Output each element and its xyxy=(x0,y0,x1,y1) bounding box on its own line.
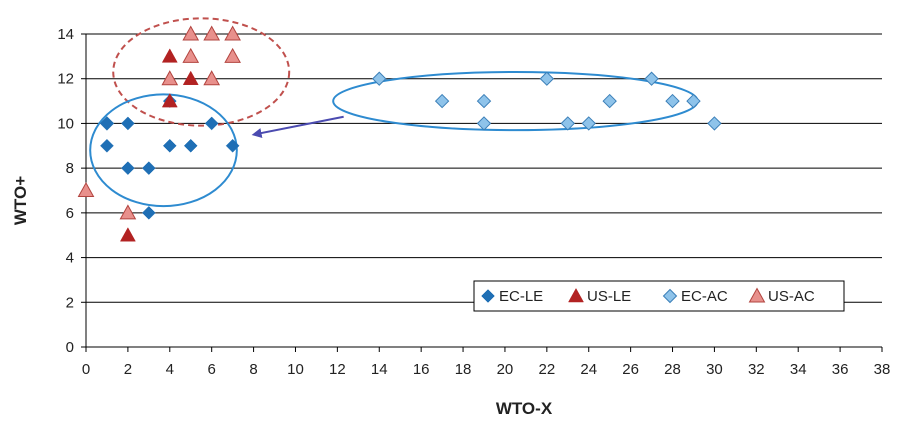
point-ec-le xyxy=(204,116,219,131)
point-ec-ac xyxy=(372,71,387,86)
annotation-ellipse xyxy=(332,71,699,132)
point-us-ac xyxy=(224,47,241,63)
point-ec-le xyxy=(100,116,114,131)
x-axis-title: WTO-X xyxy=(496,399,553,418)
x-tick-label: 32 xyxy=(748,361,765,378)
x-tick-label: 34 xyxy=(790,361,807,378)
legend-marker-ec-le xyxy=(481,289,495,303)
point-us-ac xyxy=(119,204,137,220)
y-tick-label: 14 xyxy=(57,26,74,43)
annotations xyxy=(89,17,699,208)
point-us-ac xyxy=(203,70,221,86)
x-tick-label: 14 xyxy=(371,361,388,378)
point-us-ac xyxy=(161,70,179,86)
point-ec-ac xyxy=(539,71,555,86)
point-ec-ac xyxy=(644,71,659,86)
y-axis-title: WTO+ xyxy=(11,176,30,225)
x-tick-label: 8 xyxy=(249,361,257,378)
point-ec-le xyxy=(141,161,156,175)
x-tick-label: 0 xyxy=(82,361,90,378)
x-tick-label: 12 xyxy=(329,361,346,378)
annotation-arrow xyxy=(251,115,344,138)
point-ec-ac xyxy=(476,93,492,109)
x-tick-label: 4 xyxy=(166,361,174,378)
point-ec-ac xyxy=(707,116,722,131)
y-tick-label: 6 xyxy=(66,205,74,222)
y-tick-label: 4 xyxy=(66,250,74,267)
x-tick-label: 26 xyxy=(622,361,639,378)
legend-marker-ec-ac xyxy=(662,288,678,304)
point-ec-le xyxy=(121,116,135,131)
point-us-le xyxy=(182,70,199,85)
y-tick-label: 10 xyxy=(57,115,74,132)
point-us-ac xyxy=(224,25,241,41)
x-tick-label: 28 xyxy=(664,361,681,378)
point-us-ac xyxy=(182,25,200,41)
point-us-le xyxy=(161,48,178,63)
point-ec-le xyxy=(100,138,114,153)
x-tick-label: 22 xyxy=(538,361,555,378)
point-ec-le xyxy=(225,138,240,153)
point-ec-ac xyxy=(560,116,575,131)
point-ec-le xyxy=(121,161,135,175)
x-tick-label: 20 xyxy=(497,361,514,378)
point-ec-ac xyxy=(434,93,450,109)
point-ec-ac xyxy=(686,93,701,109)
legend-marker-us-le xyxy=(568,287,584,303)
legend-label: EC-AC xyxy=(681,288,728,305)
legend: EC-LE US-LE EC-AC US-AC xyxy=(473,280,845,312)
point-us-le xyxy=(161,93,178,108)
point-us-ac xyxy=(182,47,200,63)
x-tick-label: 10 xyxy=(287,361,304,378)
x-tick-label: 16 xyxy=(413,361,430,378)
x-tick-label: 2 xyxy=(124,361,132,378)
y-tick-label: 12 xyxy=(57,71,74,88)
y-tick-label: 2 xyxy=(66,294,74,311)
annotation-ellipse-dashed xyxy=(112,17,291,127)
y-tick-label: 8 xyxy=(66,160,74,177)
legend-label: US-LE xyxy=(587,288,631,305)
annotation-ellipse xyxy=(89,93,238,208)
x-tick-label: 18 xyxy=(455,361,472,378)
x-tick-label: 24 xyxy=(580,361,597,378)
point-ec-le xyxy=(183,138,198,153)
x-tick-label: 38 xyxy=(874,361,891,378)
point-us-le xyxy=(119,227,136,242)
legend-label: EC-LE xyxy=(499,288,543,305)
point-ec-ac xyxy=(581,116,596,131)
point-ec-le xyxy=(141,206,156,220)
x-tick-label: 36 xyxy=(832,361,849,378)
point-us-ac xyxy=(203,25,221,41)
point-ec-ac xyxy=(476,116,492,131)
x-tick-label: 30 xyxy=(706,361,723,378)
point-ec-le xyxy=(162,138,177,153)
point-ec-ac xyxy=(602,93,617,109)
y-tick-label: 0 xyxy=(66,339,74,356)
data-points xyxy=(77,25,722,242)
point-us-ac xyxy=(77,181,95,197)
legend-marker-us-ac xyxy=(748,287,766,303)
x-tick-label: 6 xyxy=(208,361,216,378)
legend-label: US-AC xyxy=(768,288,815,305)
legend-box xyxy=(473,280,845,312)
point-ec-ac xyxy=(665,93,680,109)
